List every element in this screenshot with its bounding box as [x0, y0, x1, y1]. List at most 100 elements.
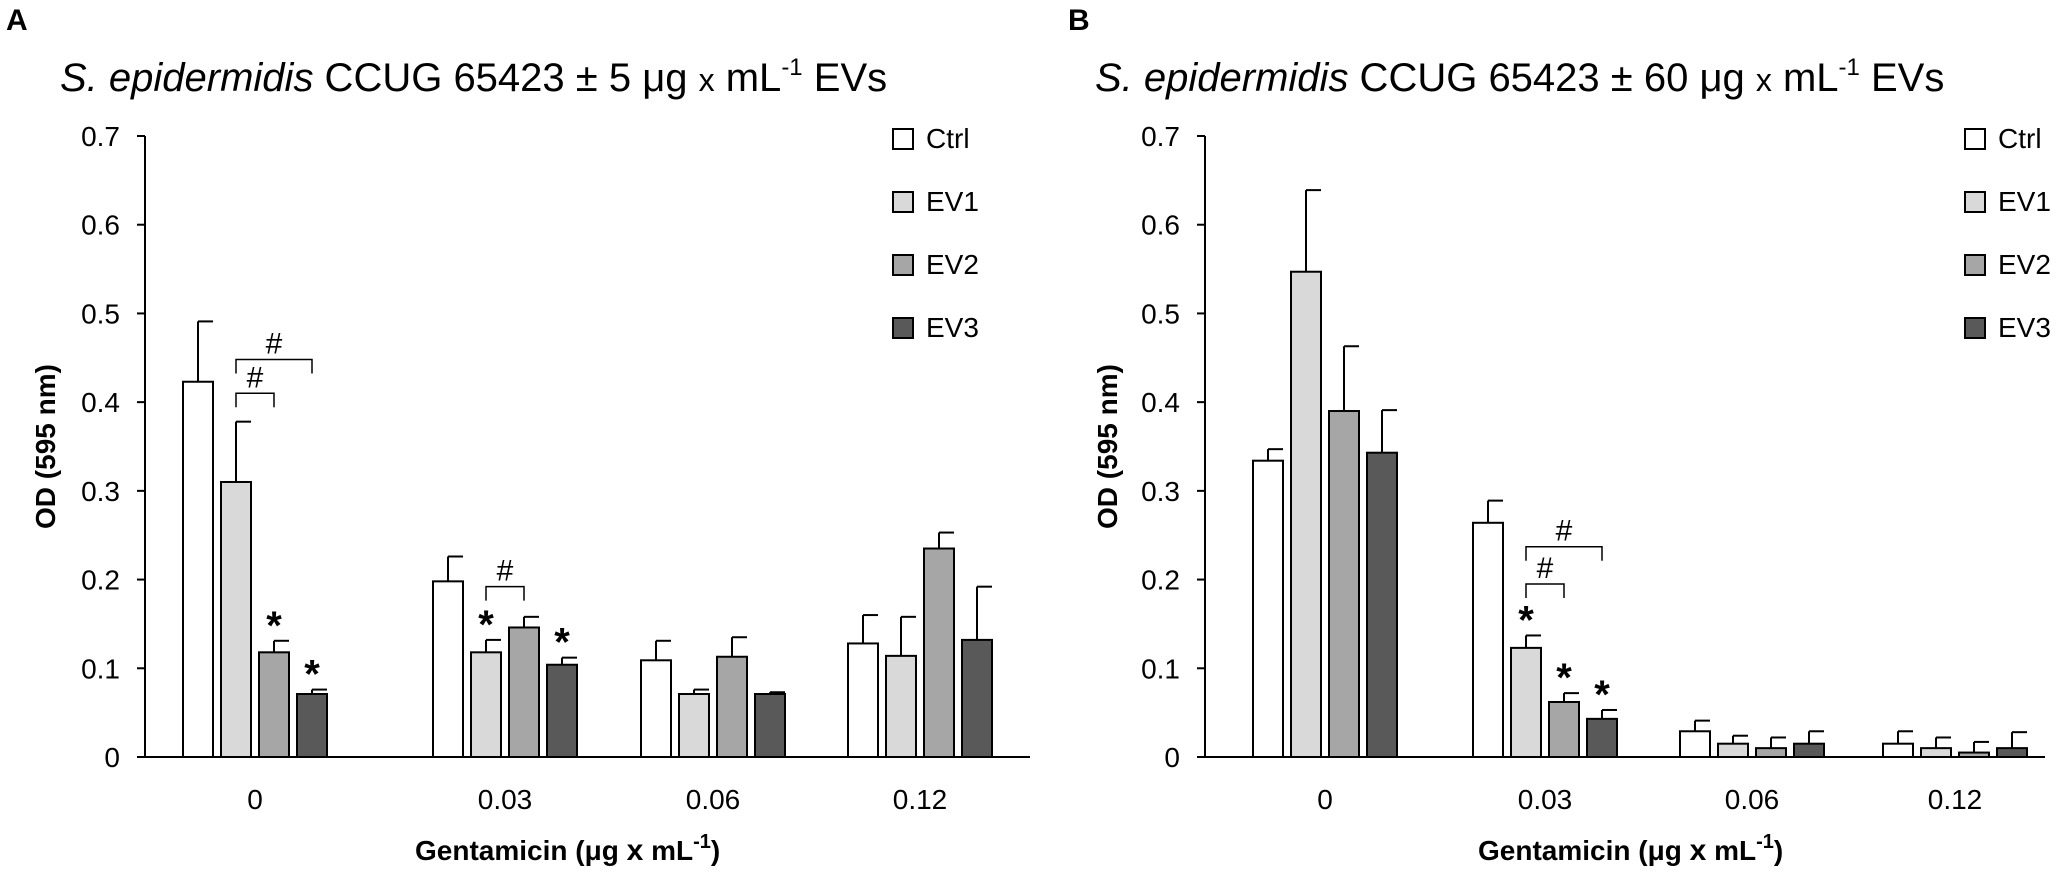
y-tick-label: 0.6: [81, 210, 120, 241]
bar-ev2: [1958, 751, 1990, 758]
panel-b-chart: BS. epidermidis CCUG 65423 ± 60 μg x mL-…: [1068, 4, 2051, 867]
significance-hash: #: [266, 328, 283, 361]
legend-label: EV3: [926, 312, 979, 343]
bar-ev1: [678, 693, 710, 759]
y-tick-label: 0.2: [1141, 565, 1180, 596]
y-tick-label: 0.1: [81, 653, 120, 684]
legend-label: EV1: [926, 186, 979, 217]
significance-star: *: [478, 603, 494, 647]
x-tick-label: 0: [247, 784, 263, 815]
x-tick-label: 0.03: [478, 784, 533, 815]
y-tick-label: 0.5: [81, 298, 120, 329]
legend-swatch: [1964, 191, 1986, 213]
significance-hash: #: [1537, 552, 1554, 585]
legend-label: EV1: [1998, 186, 2051, 217]
bar-ev2: [1755, 747, 1787, 759]
bar-ev1: [470, 651, 502, 758]
bar-ctrl: [847, 642, 879, 759]
bar-ctrl: [432, 580, 464, 758]
bar-ev2: [508, 626, 540, 759]
legend-swatch: [1964, 317, 1986, 339]
bar-ctrl: [1679, 730, 1711, 758]
significance-star: *: [1594, 673, 1610, 717]
legend-swatch: [892, 317, 914, 339]
significance-star: *: [1556, 656, 1572, 700]
bar-ev3: [296, 693, 328, 759]
significance-bracket: [1525, 583, 1565, 599]
bar-ev3: [961, 638, 993, 759]
bar-ctrl: [1252, 459, 1284, 758]
legend-swatch: [1964, 128, 1986, 150]
y-tick-label: 0.7: [81, 121, 120, 152]
bar-ev2: [1328, 410, 1360, 758]
bar-ev2: [923, 547, 955, 758]
bar-ev1: [885, 654, 917, 759]
bar-ev2: [1548, 700, 1580, 758]
y-tick-label: 0.6: [1141, 210, 1180, 241]
significance-hash: #: [497, 555, 514, 588]
bar-ev1: [1510, 646, 1542, 758]
legend-label: EV3: [1998, 312, 2051, 343]
bar-ev1: [1920, 747, 1952, 759]
bar-ctrl: [640, 659, 672, 759]
significance-bracket: [1525, 545, 1603, 561]
panel-label: B: [1068, 4, 1090, 37]
y-tick-label: 0.4: [81, 387, 120, 418]
bar-ev1: [220, 480, 252, 758]
bar-ctrl: [1472, 521, 1504, 759]
chart-title: S. epidermidis CCUG 65423 ± 60 μg x mL-1…: [1095, 54, 1944, 100]
x-axis-label: Gentamicin (μg x mL-1): [415, 831, 720, 867]
bar-ev3: [1996, 747, 2028, 759]
bar-ev1: [1717, 742, 1749, 759]
x-tick-label: 0.12: [1928, 784, 1983, 815]
y-tick-label: 0: [1164, 742, 1180, 773]
bar-ctrl: [1882, 742, 1914, 759]
bar-ev1: [1290, 270, 1322, 758]
x-tick-label: 0.06: [686, 784, 741, 815]
significance-star: *: [266, 604, 282, 648]
legend-label: EV2: [1998, 249, 2051, 280]
panel-a-chart: A S. epidermidis CCUG 65423 ± 5 μg x mL-1…: [6, 4, 1030, 867]
bar-ev3: [1586, 717, 1618, 758]
bar-ev3: [1793, 742, 1825, 759]
y-tick-label: 0.2: [81, 565, 120, 596]
legend-swatch: [892, 191, 914, 213]
bar-ev3: [1366, 451, 1398, 758]
panel-label: A: [6, 4, 28, 37]
y-axis-label: OD (595 nm): [1092, 364, 1123, 529]
significance-hash: #: [247, 361, 264, 394]
bar-ev2: [716, 655, 748, 759]
significance-star: *: [1518, 598, 1534, 642]
y-axis-label: OD (595 nm): [30, 364, 61, 529]
x-tick-label: 0.12: [893, 784, 948, 815]
significance-bracket: [485, 585, 525, 601]
x-tick-label: 0: [1317, 784, 1333, 815]
y-tick-label: 0.4: [1141, 387, 1180, 418]
legend-label: EV2: [926, 249, 979, 280]
bar-ev3: [754, 693, 786, 759]
x-tick-label: 0.06: [1725, 784, 1780, 815]
legend-label: Ctrl: [926, 123, 970, 154]
legend-swatch: [892, 128, 914, 150]
y-tick-label: 0.3: [81, 476, 120, 507]
legend-swatch: [1964, 254, 1986, 276]
x-axis-label: Gentamicin (μg x mL-1): [1478, 831, 1783, 867]
y-tick-label: 0.1: [1141, 653, 1180, 684]
x-tick-label: 0.03: [1518, 784, 1573, 815]
bar-ctrl: [182, 380, 214, 758]
y-tick-label: 0.5: [1141, 298, 1180, 329]
y-tick-label: 0: [104, 742, 120, 773]
legend-swatch: [892, 254, 914, 276]
significance-star: *: [304, 653, 320, 697]
y-tick-label: 0.7: [1141, 121, 1180, 152]
bar-ev3: [546, 663, 578, 758]
bar-ev2: [258, 651, 290, 758]
y-tick-label: 0.3: [1141, 476, 1180, 507]
chart-title: S. epidermidis CCUG 65423 ± 5 μg x mL-1 …: [60, 54, 887, 100]
significance-hash: #: [1556, 515, 1573, 548]
significance-bracket: [235, 392, 275, 408]
significance-bracket: [235, 358, 313, 374]
significance-star: *: [554, 621, 570, 665]
legend-label: Ctrl: [1998, 123, 2042, 154]
